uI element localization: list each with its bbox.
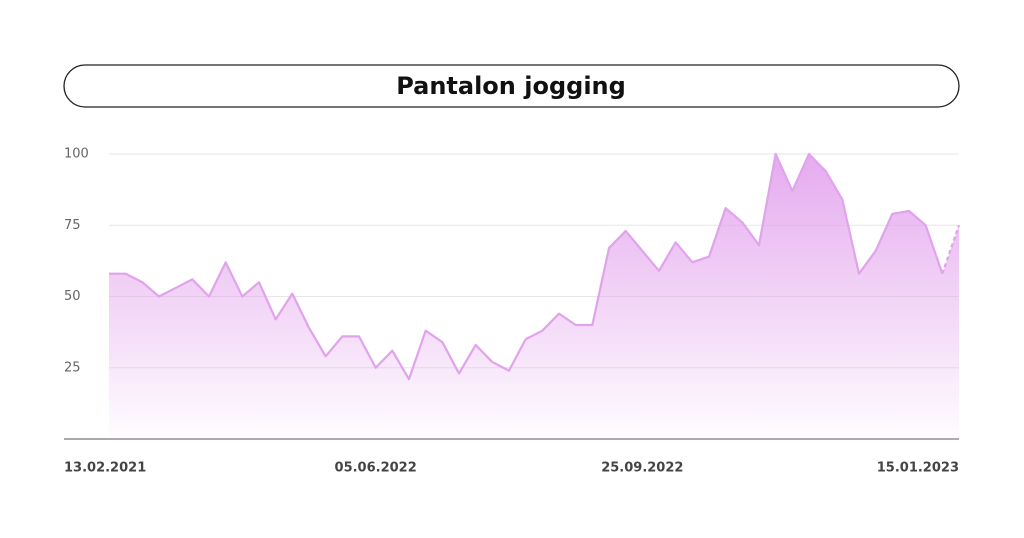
partial-segment [941,224,961,275]
x-tick-label: 05.06.2022 [335,461,417,476]
y-tick-label: 75 [64,218,81,233]
x-tick-label: 13.02.2021 [64,461,146,476]
chart-title: Pantalon jogging [396,72,626,100]
y-tick-label: 25 [64,360,81,375]
line [109,152,944,381]
y-tick-label: 100 [64,147,89,162]
title-box [63,64,960,108]
x-tick-label: 25.09.2022 [601,461,683,476]
y-tick-label: 50 [64,289,81,304]
x-tick-label: 15.01.2023 [877,461,959,476]
area-fill [109,154,959,439]
